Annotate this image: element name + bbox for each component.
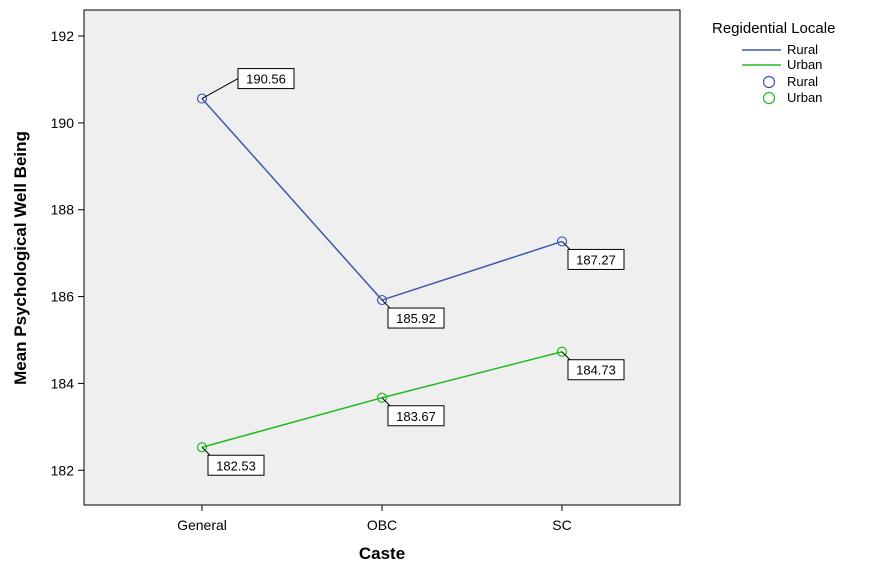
y-axis-title: Mean Psychological Well Being [11,131,30,385]
data-label-text: 184.73 [576,363,616,378]
data-point-rural [556,236,568,247]
legend-marker-label: Urban [787,90,822,105]
data-label-leader [561,241,571,250]
data-label: 185.92 [381,299,445,329]
x-tick-label: OBC [367,517,397,533]
legend-marker-label: Rural [787,74,818,89]
data-label-text: 183.67 [396,409,436,424]
y-tick-label: 186 [51,289,75,305]
data-label-leader [381,397,391,407]
data-point-urban [196,442,208,453]
legend-title: Regidential Locale [712,20,835,37]
data-point-rural [196,93,208,104]
data-label-box [207,454,265,476]
data-label-leader [381,299,391,309]
x-tick-label: General [177,517,227,533]
y-tick-label: 184 [51,375,75,391]
data-point-rural [376,294,388,306]
data-label-leader [201,446,211,456]
data-label: 184.73 [561,351,625,381]
data-label-text: 182.53 [216,458,256,473]
data-label-box [237,68,295,90]
x-tick-label: SC [552,517,571,533]
data-label-layer: 190.56 185.92 187.27 182.53 183.67 184.73 [201,68,625,476]
data-label-box [567,359,625,381]
data-label: 187.27 [561,241,625,270]
data-label-box [387,405,445,427]
data-point-urban [376,392,388,403]
legend-marker-swatch [762,91,776,105]
data-label: 183.67 [381,397,445,427]
data-label-leader [201,78,239,100]
y-tick-label: 190 [51,115,75,131]
legend-marker-swatch [762,75,776,89]
data-label-text: 185.92 [396,311,436,326]
data-label: 190.56 [201,68,295,100]
legend-line-label: Rural [787,42,818,57]
data-point-urban [556,346,568,357]
data-label-text: 190.56 [246,72,286,87]
data-label-text: 187.27 [576,252,616,267]
data-label-box [567,248,625,270]
y-axis: 182 184 186 188 190 192 [51,28,84,478]
data-label-leader [561,351,571,361]
x-axis-title: Caste [359,544,405,563]
y-tick-label: 192 [51,28,75,44]
x-axis: General OBC SC [177,505,572,533]
y-tick-label: 182 [51,462,75,478]
legend-line-label: Urban [787,57,822,72]
data-label-box [387,307,445,329]
data-label: 182.53 [201,446,265,476]
y-tick-label: 188 [51,202,75,218]
